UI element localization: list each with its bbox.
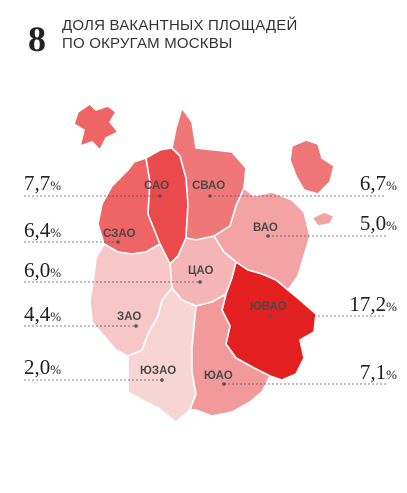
chart-title-line-2: ПО ОКРУГАМ МОСКВЫ <box>62 35 233 52</box>
value-zao: 4,4% <box>24 302 62 326</box>
value-sao: 7,7% <box>24 171 62 195</box>
district-label-cao: ЦАО <box>188 265 214 277</box>
value-szao: 6,4% <box>24 218 62 242</box>
value-uao: 7,1% <box>359 360 397 384</box>
district-label-vao: ВАО <box>253 222 278 234</box>
district-label-sao: САО <box>144 180 169 192</box>
leader-dot-uao <box>222 382 226 386</box>
district-east-exclave[interactable] <box>289 139 335 195</box>
chart-number: 8 <box>28 19 46 59</box>
leader-dot-szao <box>116 240 120 244</box>
district-zelenograd[interactable] <box>73 103 119 151</box>
value-yuzao: 2,0% <box>24 355 62 379</box>
value-svao: 6,7% <box>359 171 397 195</box>
district-label-zao: ЗАО <box>117 311 141 323</box>
district-label-uvao: ЮВАО <box>250 301 287 313</box>
value-vao: 5,0% <box>359 211 397 235</box>
district-label-yuzao: ЮЗАО <box>140 365 176 377</box>
leader-dot-zao <box>134 324 138 328</box>
district-uao[interactable] <box>189 293 271 417</box>
leader-dot-vao <box>266 234 270 238</box>
value-cao: 6,0% <box>24 258 62 282</box>
leader-dot-yuzao <box>160 378 164 382</box>
district-label-szao: СЗАО <box>103 228 136 240</box>
district-label-uao: ЮАО <box>204 370 233 382</box>
leader-dot-sao <box>158 194 162 198</box>
leader-dot-cao <box>198 280 202 284</box>
chart-title-line-1: ДОЛЯ ВАКАНТНЫХ ПЛОЩАДЕЙ <box>62 17 298 34</box>
district-label-svao: СВАО <box>192 180 225 192</box>
district-east-islet[interactable] <box>311 211 335 227</box>
leader-dot-uvao <box>268 314 272 318</box>
leader-dot-svao <box>208 194 212 198</box>
value-uvao: 17,2% <box>349 292 397 316</box>
